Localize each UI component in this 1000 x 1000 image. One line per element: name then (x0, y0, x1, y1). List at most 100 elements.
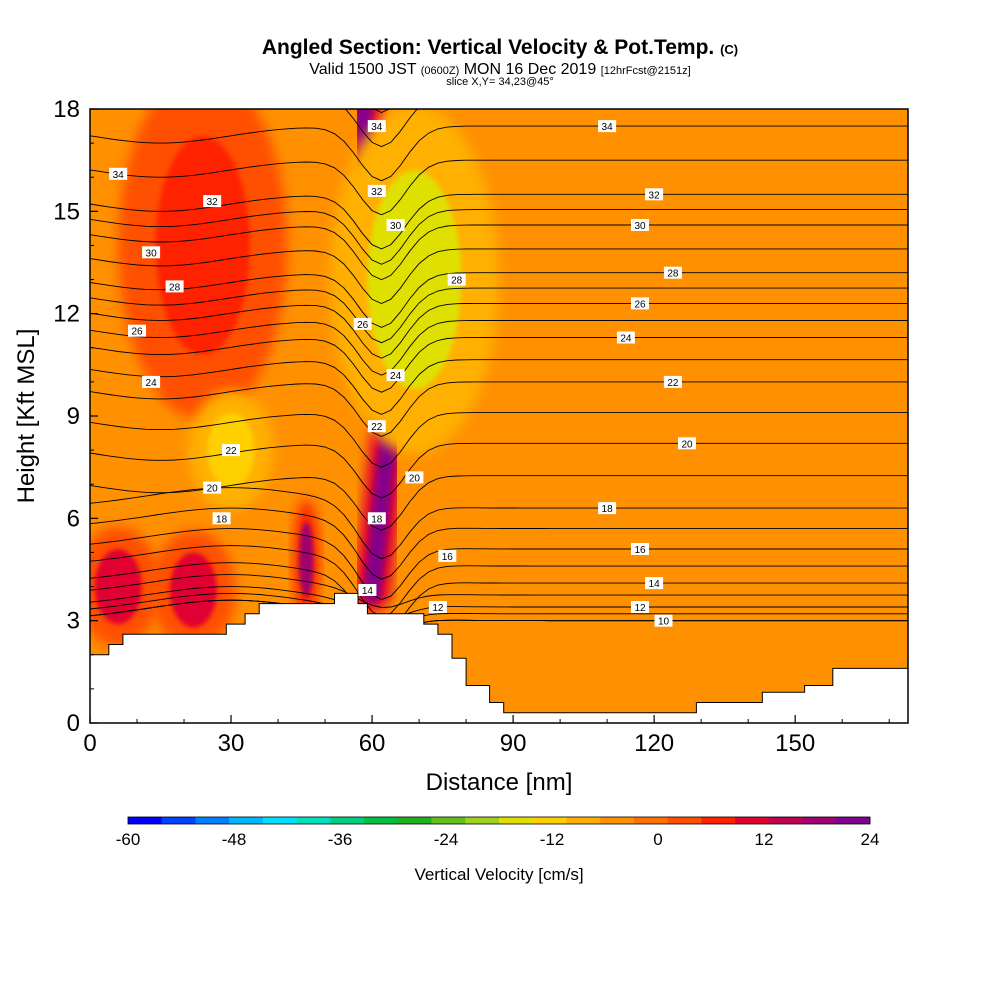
theta-label-box (598, 120, 617, 133)
theta-label: 30 (142, 246, 161, 259)
valid-utc: (0600Z) (420, 65, 460, 77)
colorbar-tick-label: -60 (116, 830, 141, 849)
theta-label-text: 28 (169, 282, 181, 293)
theta-label: 34 (598, 120, 617, 133)
theta-label-text: 22 (225, 446, 237, 457)
theta-label-box (645, 188, 664, 201)
theta-label-box (128, 324, 146, 337)
theta-label-text: 28 (451, 276, 463, 287)
y-tick-label: 6 (67, 505, 80, 532)
theta-contour (90, 320, 908, 376)
velocity-cell (299, 521, 314, 597)
colorbar-swatch (566, 817, 601, 824)
theta-label-box (142, 246, 161, 259)
colorbar-tick-label: 12 (755, 830, 774, 849)
theta-contour (90, 507, 908, 580)
theta-label: 26 (631, 297, 649, 310)
theta-label: 16 (631, 543, 649, 556)
valid-date: MON 16 Dec 2019 (463, 61, 597, 78)
theta-label-box (367, 512, 386, 525)
theta-label-text: 22 (371, 422, 383, 433)
theta-label-box (212, 512, 231, 525)
y-tick-label: 12 (53, 301, 80, 328)
theta-label-text: 34 (602, 122, 614, 133)
theta-label-text: 18 (371, 514, 383, 525)
theta-label-text: 16 (442, 552, 454, 563)
theta-label-box (203, 195, 222, 208)
theta-label: 24 (142, 375, 161, 389)
theta-label-text: 26 (131, 327, 143, 338)
theta-label-text: 30 (390, 221, 402, 232)
theta-label-box (654, 614, 673, 627)
theta-label-box (631, 297, 649, 310)
theta-label: 28 (165, 280, 184, 293)
theta-contour (90, 545, 908, 618)
x-tick-label: 120 (634, 730, 674, 757)
theta-label: 22 (663, 375, 682, 389)
theta-label-text: 20 (681, 439, 693, 450)
theta-label-box (663, 266, 682, 279)
theta-contours (90, 109, 908, 635)
theta-contour (90, 412, 908, 468)
theta-label-box (678, 437, 696, 450)
theta-label: 32 (645, 188, 664, 201)
theta-label: 26 (353, 317, 372, 331)
theta-label: 28 (663, 266, 682, 280)
colorbar-swatch (532, 817, 567, 824)
x-tick-label: 150 (775, 730, 815, 757)
colorbar-swatch (161, 817, 196, 824)
theta-contour (90, 337, 908, 393)
theta-label-text: 24 (390, 371, 402, 382)
theta-label: 20 (405, 471, 424, 484)
theta-label: 22 (367, 420, 386, 433)
theta-contour (90, 302, 908, 359)
theta-label: 28 (447, 273, 466, 287)
terrain (90, 592, 908, 723)
theta-label-text: 10 (658, 617, 670, 628)
theta-label: 34 (367, 120, 386, 133)
theta-label-text: 20 (409, 473, 421, 484)
theta-label-box (165, 280, 184, 293)
theta-label: 24 (616, 331, 635, 345)
theta-label-box (203, 481, 222, 494)
colorbar-swatch (195, 817, 230, 824)
colorbar-swatch (633, 817, 668, 824)
theta-label-text: 16 (634, 545, 646, 556)
colorbar-swatch (262, 817, 297, 824)
theta-label: 16 (438, 549, 457, 563)
theta-contour (90, 359, 908, 415)
theta-label-text: 24 (620, 334, 632, 345)
theta-contour (90, 475, 908, 531)
theta-label: 18 (598, 502, 617, 515)
theta-label-box (353, 317, 372, 330)
colorbar-tick-label: -12 (540, 830, 565, 849)
y-tick-label: 9 (67, 403, 80, 430)
colorbar-swatch (802, 817, 837, 824)
theta-label-box (598, 502, 617, 515)
theta-label-box (631, 219, 649, 231)
velocity-cell (155, 136, 250, 355)
theta-label-text: 14 (649, 579, 661, 590)
colorbar-swatch (397, 817, 432, 824)
theta-label: 12 (631, 601, 649, 614)
contour-labels: 34 34 34 32 32 32 30 30 30 28 28 28 26 26 26 24 24 24 22 22… (109, 120, 696, 628)
colorbar-swatch (465, 817, 500, 824)
theta-label-box (386, 219, 405, 231)
colorbar-swatch (128, 817, 163, 824)
theta-label-box (447, 273, 466, 286)
theta-label-text: 24 (146, 378, 158, 389)
theta-contour (90, 592, 908, 627)
theta-label-box (616, 331, 635, 344)
theta-label-text: 32 (207, 197, 219, 208)
slice-info: slice X,Y= 34,23@45° (446, 76, 554, 88)
theta-label-box (367, 420, 386, 433)
colorbar-swatch (364, 817, 399, 824)
x-tick-label: 90 (500, 730, 527, 757)
theta-label-box (367, 184, 386, 197)
theta-label: 20 (678, 437, 696, 450)
colorbar-frame (127, 816, 871, 825)
colorbar-swatch (431, 817, 466, 824)
theta-contour (90, 287, 908, 344)
colorbar-swatch (701, 817, 736, 824)
